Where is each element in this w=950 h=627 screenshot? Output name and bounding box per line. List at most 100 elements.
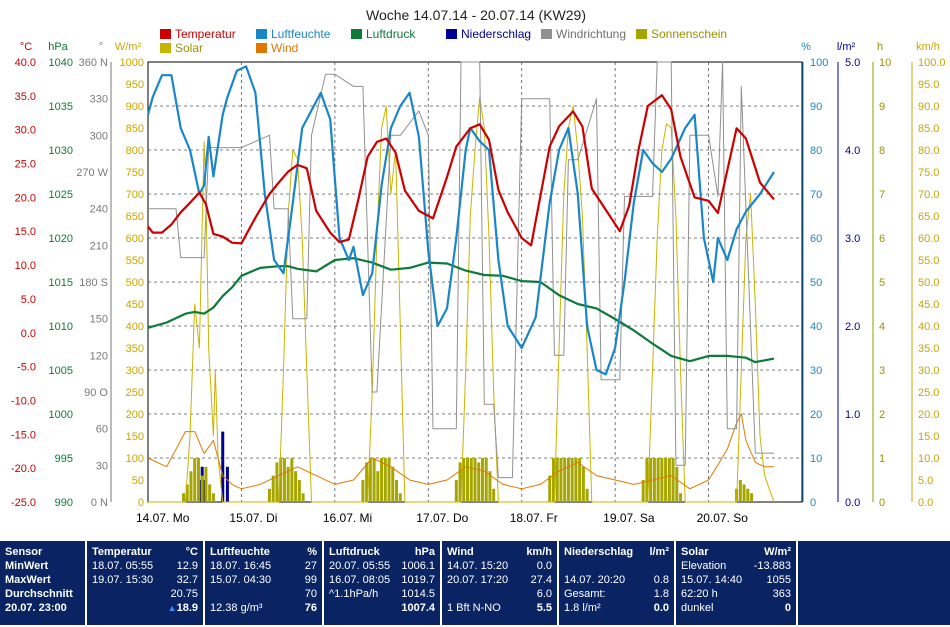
pressure-max: 1019.7 (401, 574, 435, 586)
temperature-header: Temperatur (92, 546, 152, 558)
axis-tick-label: 1005 (49, 365, 73, 377)
solar-header: Solar (681, 546, 709, 558)
axis-tick-label: 25.0 (15, 159, 36, 171)
axis-tick-label: 45.0 (918, 299, 939, 311)
axis-tick-label: 0 N (91, 497, 108, 509)
legend-label: Luftdruck (366, 27, 416, 41)
sunshine-bar (581, 466, 585, 502)
axis-tick-label: 10.0 (918, 453, 939, 465)
sunshine-bar (492, 488, 496, 502)
legend-swatch (541, 29, 552, 39)
axis-tick-label: 1030 (49, 145, 73, 157)
axis-tick-label: 90 O (84, 387, 108, 399)
chart-plot-area (146, 61, 775, 503)
axis-tick-label: 500 (126, 277, 144, 289)
sunshine-bar (466, 458, 470, 502)
rain-column: Niederschlag l/m² 14.07. 20:20 0.8 Gesamt:… (559, 541, 676, 627)
axis-tick-label: 1020 (49, 233, 73, 245)
x-tick-label: 17.07. Do (416, 511, 468, 525)
axis-tick-label: 1000 (120, 57, 144, 69)
axis-tick-label: 30.0 (918, 365, 939, 377)
axis-tick-label: 85.0 (918, 123, 939, 135)
sunshine-bar (566, 458, 570, 502)
legend-swatch (351, 29, 362, 39)
axis-tick-label: 0 (879, 497, 885, 509)
row-label-current: 20.07. 23:00 (5, 602, 67, 614)
sunshine-bar (395, 480, 399, 502)
axis-tick-label: 80.0 (918, 145, 939, 157)
axis-tick-label: 3.0 (845, 233, 860, 245)
axis-tick-label: 5 (879, 277, 885, 289)
axis-tick-label: 900 (126, 101, 144, 113)
x-tick-label: 16.07. Mi (323, 511, 372, 525)
sunshine-bar (656, 458, 660, 502)
x-axis-labels: 14.07. Mo 15.07. Di 16.07. Mi 17.07. Do 18.0… (136, 511, 748, 525)
sunshine-bar (398, 493, 402, 502)
axis-tick-label: 40.0 (918, 321, 939, 333)
axis-tick-label: 80 (810, 145, 822, 157)
wind-max: 27.4 (530, 574, 552, 586)
x-tick-label: 18.07. Fr (510, 511, 558, 525)
axis-tick-label: 15.0 (15, 226, 36, 238)
series-line-solar (148, 96, 775, 503)
axis-tick-label: 30.0 (15, 125, 36, 137)
sunshine-bar (679, 493, 683, 502)
rain-bar (221, 431, 225, 502)
pressure-header: Luftdruck (329, 546, 380, 558)
axis-unit: hPa (48, 41, 68, 53)
sunshine-bar (387, 458, 391, 502)
trend-up-icon: ▲ (167, 603, 177, 613)
weather-chart: Woche 14.07.14 - 20.07.14 (KW29) Tempera… (11, 7, 946, 525)
series-line-luftfeuchte (146, 65, 775, 376)
axis-tick-label: 350 (126, 343, 144, 355)
sunshine-bar (294, 471, 298, 502)
wind-min: 0.0 (536, 560, 552, 572)
axis-tick-label: 40 (810, 321, 822, 333)
axis-tick-label: 5.0 (845, 57, 860, 69)
sunshine-bar (484, 458, 488, 502)
humidity-unit: % (307, 546, 317, 558)
sunshine-bar (563, 458, 567, 502)
legend-swatch (446, 29, 457, 39)
axis-tick-label: 650 (126, 211, 144, 223)
sunshine-bar (578, 458, 582, 502)
rain-day: 1.8 l/m² (564, 602, 601, 614)
axis-tick-label: -5.0 (17, 362, 36, 374)
temperature-min-time: 18.07. 05:55 (92, 560, 154, 572)
wind-unit: km/h (526, 546, 552, 558)
axis-tick-label: 1010 (49, 321, 73, 333)
solar-state: dunkel (681, 602, 714, 614)
temperature-column: Temperatur °C 18.07. 05:55 12.9 19.07. 15:… (87, 541, 205, 627)
axis-tick-label: 50.0 (918, 277, 939, 289)
sunshine-bar (208, 484, 212, 502)
sunshine-bar (742, 484, 746, 502)
chart-title: Woche 14.07.14 - 20.07.14 (KW29) (366, 7, 586, 23)
legend-label: Temperatur (175, 27, 236, 41)
legend-label: Niederschlag (461, 27, 531, 41)
humidity-current: 76 (304, 602, 317, 614)
sunshine-bar (271, 475, 275, 502)
sunshine-bar (488, 471, 492, 502)
axis-unit: % (801, 41, 811, 53)
wind-header: Wind (447, 546, 474, 558)
legend-label: Solar (175, 41, 203, 55)
axis-tick-label: 600 (126, 233, 144, 245)
axis-tick-label: 750 (126, 167, 144, 179)
axis-tick-label: 95.0 (918, 79, 939, 91)
axis-tick-label: 4.0 (845, 145, 860, 157)
axis-tick-label: 0 (138, 497, 144, 509)
axis-tick-label: 0 (810, 497, 816, 509)
sunshine-bar (189, 471, 193, 502)
pressure-min: 1006.1 (401, 560, 435, 572)
chart-grid (147, 61, 803, 503)
axis-unit: °C (20, 41, 32, 53)
sunshine-bar (301, 493, 305, 502)
humidity-header: Luftfeuchte (210, 546, 270, 558)
axis-unit: ° (99, 41, 103, 53)
sunshine-bar (200, 475, 204, 502)
solar-unit: W/m² (764, 546, 791, 558)
wind-min-time: 14.07. 15:20 (447, 560, 509, 572)
axis-tick-label: 1.0 (845, 409, 860, 421)
sunshine-bar (380, 458, 384, 502)
wind-column: Wind km/h 14.07. 15:20 0.0 20.07. 17:20 27.… (442, 541, 559, 627)
